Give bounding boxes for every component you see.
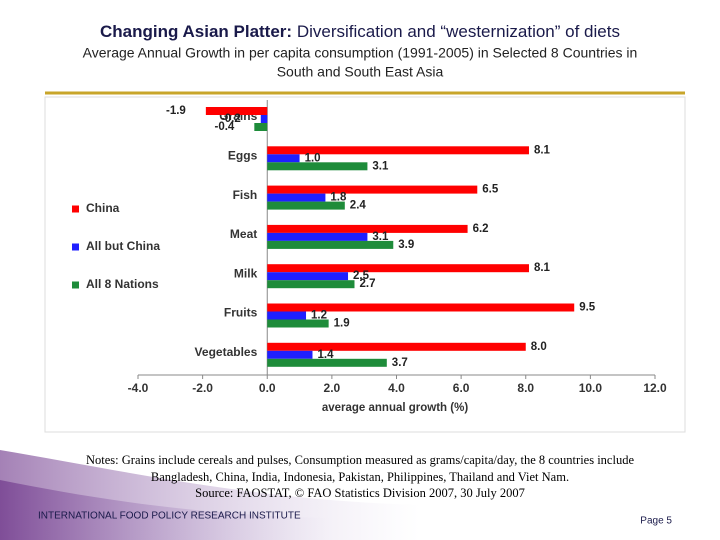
- bar: [267, 358, 387, 367]
- value-label: 2.7: [359, 278, 375, 290]
- title-bold: Changing Asian Platter:: [100, 22, 292, 41]
- value-label: 3.1: [372, 231, 389, 243]
- legend-label: China: [86, 201, 120, 215]
- legend-label: All but China: [86, 239, 160, 253]
- value-label: 6.2: [473, 223, 489, 235]
- title-rest: Diversification and “westernization” of …: [297, 22, 620, 41]
- decoration: [0, 480, 330, 540]
- category-label: Fish: [233, 188, 258, 202]
- x-tick-label: 10.0: [579, 381, 603, 395]
- bar: [267, 154, 300, 163]
- bar: [260, 115, 268, 123]
- legend-swatch: [72, 205, 79, 213]
- bar: [267, 201, 345, 210]
- bar: [267, 185, 478, 194]
- value-label: 1.9: [334, 318, 350, 330]
- note: Bangladesh, China, India, Indonesia, Pak…: [151, 470, 569, 484]
- chart: -4.0 -2.0 0.0 2.0 4.0 6.0 8.0 10.0 12.0 average a…: [72, 100, 667, 414]
- x-tick-label: 6.0: [453, 381, 470, 395]
- x-axis-label: average annual growth (%): [322, 402, 469, 414]
- bar: [267, 350, 313, 359]
- bar: [267, 146, 529, 155]
- value-label: 8.1: [534, 144, 551, 156]
- category-label: Meat: [230, 227, 257, 241]
- subtitle: Average Annual Growth in per capita cons…: [83, 45, 638, 61]
- category-label: Eggs: [228, 148, 258, 162]
- x-tick-label: 4.0: [388, 381, 405, 395]
- bar: [267, 311, 307, 320]
- category-label: Milk: [234, 266, 258, 280]
- bar: [267, 224, 468, 233]
- bar: [267, 232, 368, 241]
- subtitle: South and South East Asia: [277, 64, 444, 80]
- legend-label: All 8 Nations: [86, 277, 159, 291]
- note: Notes: Grains include cereals and pulses…: [86, 453, 634, 467]
- value-label: 3.1: [372, 160, 389, 172]
- bar: [267, 319, 329, 328]
- bar: [267, 303, 575, 312]
- footer-institute: INTERNATIONAL FOOD POLICY RESEARCH INSTI…: [38, 511, 301, 522]
- x-tick-label: 0.0: [259, 381, 276, 395]
- category-label: Fruits: [224, 306, 258, 320]
- x-tick-label: -4.0: [128, 381, 149, 395]
- value-label: 2.4: [350, 200, 367, 212]
- legend-swatch: [72, 281, 79, 289]
- chart-frame: [44, 96, 686, 433]
- value-label: 8.0: [531, 341, 547, 353]
- bar: [267, 280, 355, 289]
- value-label: 1.8: [330, 192, 347, 204]
- bar: [267, 193, 326, 202]
- bar: [267, 272, 349, 281]
- bar: [267, 264, 529, 273]
- bar: [267, 342, 526, 351]
- x-tick-label: 8.0: [517, 381, 534, 395]
- category-label: Vegetables: [195, 345, 258, 359]
- value-label: 1.4: [317, 349, 334, 361]
- note: Source: FAOSTAT, © FAO Statistics Divisi…: [195, 486, 525, 500]
- x-tick-label: -2.0: [192, 381, 213, 395]
- x-tick-label: 12.0: [643, 381, 667, 395]
- value-label: -0.4: [214, 121, 234, 133]
- value-label: 1.0: [305, 152, 321, 164]
- x-tick-label: 2.0: [324, 381, 341, 395]
- value-label: -0.2: [221, 113, 241, 125]
- legend-swatch: [72, 243, 79, 251]
- value-label: -1.9: [166, 105, 186, 117]
- value-label: 2.5: [353, 270, 370, 282]
- bar: [205, 107, 268, 115]
- page-number: Page 5: [640, 516, 672, 527]
- value-label: 8.1: [534, 262, 551, 274]
- value-label: 1.2: [311, 310, 327, 322]
- value-label: 3.9: [398, 239, 414, 251]
- bar: [267, 162, 368, 171]
- slide-title: Changing Asian Platter: Diversification …: [100, 22, 620, 41]
- value-label: 6.5: [482, 184, 499, 196]
- value-label: 3.7: [392, 357, 408, 369]
- bar: [254, 123, 268, 131]
- value-label: 9.5: [579, 302, 596, 314]
- bar: [267, 240, 394, 249]
